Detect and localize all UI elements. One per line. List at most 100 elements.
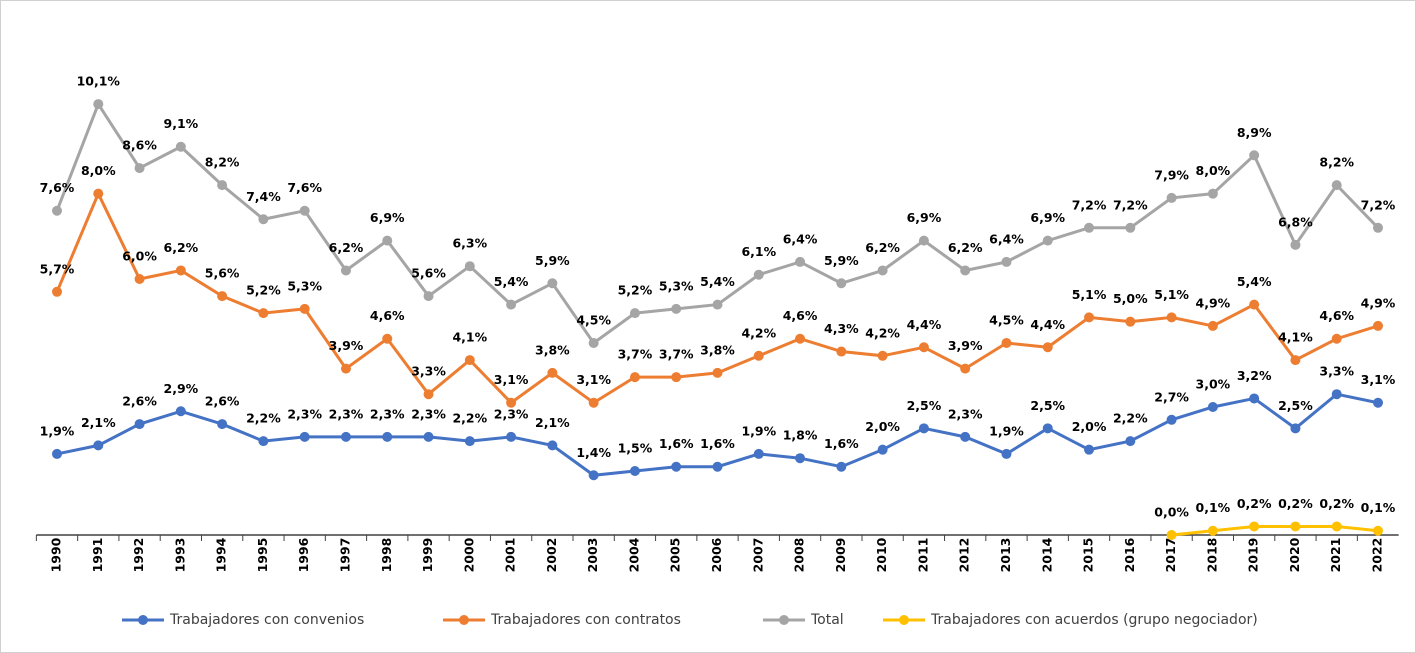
data-label: 6,2% bbox=[865, 240, 900, 255]
data-label: 4,4% bbox=[1030, 317, 1065, 332]
x-tick-label: 2012 bbox=[957, 538, 972, 573]
data-label: 3,3% bbox=[411, 364, 446, 379]
data-point bbox=[588, 470, 599, 481]
data-label: 4,2% bbox=[865, 325, 900, 340]
x-tick-label: 1995 bbox=[255, 538, 270, 573]
data-point bbox=[671, 303, 682, 314]
data-label: 4,1% bbox=[1278, 330, 1313, 345]
data-label: 7,4% bbox=[246, 189, 281, 204]
data-label: 3,3% bbox=[1319, 364, 1354, 379]
data-point bbox=[753, 269, 764, 280]
data-label: 2,7% bbox=[1154, 389, 1189, 404]
data-point bbox=[175, 141, 186, 152]
data-label: 5,9% bbox=[824, 253, 859, 268]
data-point bbox=[547, 278, 558, 289]
data-label: 3,2% bbox=[1237, 368, 1272, 383]
data-point bbox=[258, 308, 269, 319]
data-point bbox=[1373, 525, 1383, 536]
data-label: 3,0% bbox=[1196, 377, 1231, 392]
data-label: 2,3% bbox=[411, 406, 446, 421]
x-tick-label: 2011 bbox=[915, 538, 930, 573]
data-label: 1,4% bbox=[576, 445, 611, 460]
data-label: 5,0% bbox=[1113, 291, 1148, 306]
data-label: 0,0% bbox=[1154, 505, 1189, 520]
data-label: 3,8% bbox=[535, 342, 570, 357]
data-label: 2,3% bbox=[287, 406, 322, 421]
data-point bbox=[753, 350, 764, 361]
data-label: 9,1% bbox=[164, 116, 199, 131]
data-label: 7,9% bbox=[1154, 167, 1189, 182]
data-label: 2,5% bbox=[907, 398, 942, 413]
legend-marker bbox=[138, 615, 148, 625]
data-point bbox=[93, 440, 104, 451]
x-tick-label: 1992 bbox=[131, 538, 146, 573]
x-tick-label: 1993 bbox=[172, 538, 187, 573]
data-label: 8,0% bbox=[81, 163, 116, 178]
data-label: 4,4% bbox=[907, 317, 942, 332]
data-label: 5,4% bbox=[1237, 274, 1272, 289]
data-point bbox=[753, 448, 764, 459]
x-tick-label: 1990 bbox=[49, 537, 64, 572]
data-point bbox=[712, 367, 723, 378]
data-point bbox=[1290, 423, 1301, 434]
data-point bbox=[382, 431, 393, 442]
data-point bbox=[1331, 521, 1342, 532]
data-point bbox=[1207, 188, 1218, 199]
x-tick-label: 2008 bbox=[792, 538, 807, 573]
data-point bbox=[1207, 525, 1218, 536]
x-tick-label: 2018 bbox=[1204, 538, 1219, 573]
data-label: 7,2% bbox=[1113, 197, 1148, 212]
data-point bbox=[1042, 423, 1053, 434]
data-label: 1,8% bbox=[783, 428, 818, 443]
data-label: 4,6% bbox=[370, 308, 405, 323]
data-label: 0,2% bbox=[1319, 496, 1354, 511]
data-label: 8,2% bbox=[1319, 155, 1354, 170]
data-point bbox=[1125, 436, 1136, 447]
data-point bbox=[836, 278, 847, 289]
data-point bbox=[1373, 222, 1383, 233]
data-label: 5,7% bbox=[40, 261, 75, 276]
data-label: 1,9% bbox=[741, 423, 776, 438]
data-label: 5,4% bbox=[494, 274, 529, 289]
data-point bbox=[918, 235, 929, 246]
data-point bbox=[1001, 448, 1012, 459]
data-point bbox=[1084, 444, 1095, 455]
x-tick-label: 1991 bbox=[90, 538, 105, 573]
x-tick-label: 2001 bbox=[503, 538, 518, 573]
data-label: 2,5% bbox=[1030, 398, 1065, 413]
data-label: 1,5% bbox=[618, 441, 653, 456]
series-line bbox=[1171, 524, 1379, 537]
data-point bbox=[1084, 312, 1095, 323]
x-tick-label: 2021 bbox=[1328, 538, 1343, 573]
data-label: 6,8% bbox=[1278, 214, 1313, 229]
data-point bbox=[134, 274, 145, 284]
data-point bbox=[340, 265, 351, 276]
data-point bbox=[1249, 150, 1260, 161]
data-label: 2,0% bbox=[1072, 419, 1107, 434]
data-label: 3,9% bbox=[948, 338, 983, 353]
data-point bbox=[795, 453, 806, 464]
data-point bbox=[836, 461, 847, 472]
data-label: 0,2% bbox=[1278, 496, 1313, 511]
data-label: 4,5% bbox=[989, 313, 1024, 328]
legend-marker bbox=[459, 615, 469, 625]
data-point bbox=[547, 367, 558, 378]
data-label: 6,4% bbox=[989, 231, 1024, 246]
data-point bbox=[464, 355, 475, 366]
data-point bbox=[258, 436, 269, 447]
data-label: 1,6% bbox=[700, 436, 735, 451]
data-label: 4,9% bbox=[1361, 295, 1396, 310]
data-point bbox=[960, 363, 971, 374]
data-label: 2,1% bbox=[535, 415, 570, 430]
data-point bbox=[1166, 414, 1177, 425]
data-label: 2,2% bbox=[1113, 411, 1148, 426]
data-point bbox=[877, 265, 888, 276]
data-label: 5,9% bbox=[535, 253, 570, 268]
data-label: 4,6% bbox=[1319, 308, 1354, 323]
x-tick-label: 2002 bbox=[544, 538, 559, 573]
data-point bbox=[712, 299, 723, 310]
legend-label: Trabajadores con acuerdos (grupo negocia… bbox=[930, 612, 1258, 628]
legend-label: Trabajadores con convenios bbox=[169, 612, 364, 628]
data-label: 3,7% bbox=[659, 347, 694, 362]
